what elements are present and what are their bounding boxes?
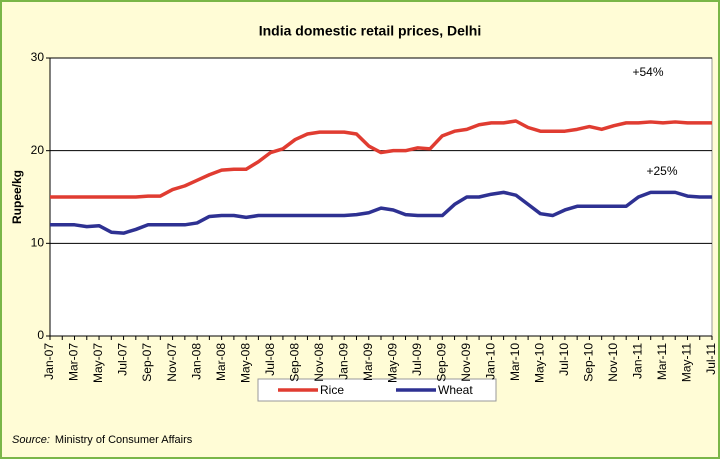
x-tick-label: Jan-10	[484, 343, 498, 380]
legend-label: Wheat	[438, 383, 473, 397]
line	[50, 119, 712, 199]
x-tick-label: Nov-10	[606, 343, 620, 382]
x-tick-label: Jul-08	[263, 343, 277, 376]
x-tick-label: Nov-09	[459, 343, 473, 382]
y-tick-label: 30	[31, 50, 45, 64]
x-tick-label: Mar-09	[361, 343, 375, 381]
x-tick-label: May-10	[533, 343, 547, 383]
annotation: +25%	[646, 164, 677, 178]
x-tick-label: Sep-10	[582, 343, 596, 382]
x-tick-label: Nov-07	[165, 343, 179, 382]
line	[50, 190, 712, 235]
x-tick-label: Sep-09	[434, 343, 448, 382]
y-tick-label: 10	[31, 236, 45, 250]
x-tick-label: Sep-08	[287, 343, 301, 382]
x-tick-label: Jul-11	[704, 343, 718, 375]
legend-label: Rice	[320, 383, 344, 397]
source-label: Source:	[12, 434, 50, 446]
y-tick-label: 0	[37, 328, 44, 342]
x-tick-label: Mar-10	[508, 343, 522, 381]
annotation: +54%	[632, 65, 663, 79]
legend	[257, 378, 497, 402]
x-tick-label: Mar-07	[67, 343, 81, 381]
x-tick-label: Jan-09	[336, 343, 350, 380]
x-tick-label: Mar-11	[655, 343, 669, 380]
x-tick-label: Jul-07	[116, 343, 130, 376]
x-tick-label: Mar-08	[214, 343, 228, 381]
x-tick-label: Jan-11	[631, 343, 645, 379]
x-tick-label: Jan-07	[42, 343, 56, 380]
x-tick-label: May-08	[238, 343, 252, 383]
x-tick-label: Jan-08	[189, 343, 203, 380]
y-tick-label: 20	[31, 143, 45, 157]
y-axis-label: Rupee/kg	[10, 170, 24, 224]
x-tick-label: Jul-09	[410, 343, 424, 376]
source-text: Ministry of Consumer Affairs	[55, 434, 193, 446]
x-tick-label: Jul-10	[557, 343, 571, 376]
x-tick-label: May-09	[385, 343, 399, 383]
x-tick-label: May-11	[680, 343, 694, 382]
x-tick-label: Sep-07	[140, 343, 154, 382]
x-tick-label: May-07	[91, 343, 105, 383]
source: Source: Ministry of Consumer Affairs	[12, 434, 193, 446]
chart-title: India domestic retail prices, Delhi	[259, 23, 482, 39]
x-tick-label: Nov-08	[312, 343, 326, 382]
